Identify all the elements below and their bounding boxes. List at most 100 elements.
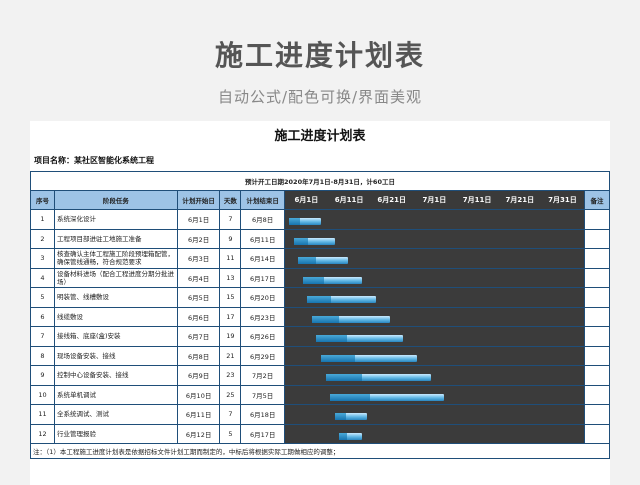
row-start-date[interactable]: 6月4日 [176,267,221,288]
gantt-bar-progress [339,432,348,440]
row-number[interactable]: 7 [30,326,55,347]
row-note[interactable] [583,384,610,405]
row-task[interactable]: 控制中心设备安装、接线 [53,365,178,386]
row-note[interactable] [583,267,610,288]
row-days[interactable]: 11 [219,248,242,269]
row-number[interactable]: 12 [30,423,55,444]
table-row: 12 行业管理报验 6月12日 5 6月17日 [30,423,610,444]
gantt-cell [284,365,585,386]
row-end-date[interactable]: 6月14日 [240,248,286,269]
table-row: 6 线缆敷设 6月6日 17 6月23日 [30,306,610,327]
row-number[interactable]: 1 [30,209,55,230]
row-number[interactable]: 8 [30,345,55,366]
row-number[interactable]: 9 [30,365,55,386]
plan-text[interactable]: 预计开工日期2020年7月1日-8月31日，计60工日 [30,171,610,191]
row-number[interactable]: 5 [30,287,55,308]
row-start-date[interactable]: 6月11日 [176,404,221,425]
row-end-date[interactable]: 6月20日 [240,287,286,308]
row-task[interactable]: 明装管、线槽敷设 [53,287,178,308]
table-row: 2 工程项目部进驻工地施工准备 6月2日 9 6月11日 [30,228,610,249]
header-task: 阶段任务 [53,190,178,210]
gantt-bar [325,374,431,381]
row-task[interactable]: 行业管理报验 [53,423,178,444]
row-task[interactable]: 接线箱、底座(盒)安装 [53,326,178,347]
row-task[interactable]: 工程项目部进驻工地施工准备 [53,228,178,249]
gantt-bar [334,413,367,420]
row-end-date[interactable]: 6月29日 [240,345,286,366]
header-row: 序号 阶段任务 计划开始日 天数 计划结束日 6月1日 6月11日 6月21日 7月1… [30,190,610,210]
row-note[interactable] [583,209,610,230]
row-start-date[interactable]: 6月6日 [176,306,221,327]
row-end-date[interactable]: 6月17日 [240,267,286,288]
row-task[interactable]: 线缆敷设 [53,306,178,327]
row-start-date[interactable]: 6月3日 [176,248,221,269]
table-row: 10 系统单机调试 6月10日 25 7月5日 [30,384,610,405]
row-task[interactable]: 现场设备安装、接线 [53,345,178,366]
row-task[interactable]: 全系统调试、测试 [53,404,178,425]
row-task[interactable]: 系统深化设计 [53,209,178,230]
row-number[interactable]: 4 [30,267,55,288]
row-note[interactable] [583,248,610,269]
row-days[interactable]: 5 [219,423,242,444]
row-days[interactable]: 9 [219,228,242,249]
row-end-date[interactable]: 7月2日 [240,365,286,386]
row-number[interactable]: 11 [30,404,55,425]
row-start-date[interactable]: 6月2日 [176,228,221,249]
row-days[interactable]: 15 [219,287,242,308]
gantt-date-label: 7月21日 [505,196,535,204]
row-start-date[interactable]: 6月12日 [176,423,221,444]
row-end-date[interactable]: 7月5日 [240,384,286,405]
row-end-date[interactable]: 6月18日 [240,404,286,425]
row-days[interactable]: 7 [219,209,242,230]
row-task[interactable]: 核查确认主体工程施工阶段预埋箱配管，确保管线通畅，符合规范要求 [53,248,178,269]
row-number[interactable]: 3 [30,248,55,269]
row-days[interactable]: 13 [219,267,242,288]
row-days[interactable]: 19 [219,326,242,347]
gantt-bar [298,257,349,264]
gantt-bar-progress [293,237,308,245]
table-row: 5 明装管、线槽敷设 6月5日 15 6月20日 [30,287,610,308]
row-end-date[interactable]: 6月8日 [240,209,286,230]
row-days[interactable]: 21 [219,345,242,366]
gantt-bar-progress [316,335,347,342]
row-start-date[interactable]: 6月10日 [176,384,221,405]
row-end-date[interactable]: 6月11日 [240,228,286,249]
row-days[interactable]: 23 [219,365,242,386]
row-start-date[interactable]: 6月8日 [176,345,221,366]
row-task[interactable]: 设备材料进场（配合工程进度分期分批进场） [53,267,178,288]
row-task[interactable]: 系统单机调试 [53,384,178,405]
row-number[interactable]: 6 [30,306,55,327]
row-note[interactable] [583,228,610,249]
table-row: 9 控制中心设备安装、接线 6月9日 23 7月2日 [30,365,610,386]
row-note[interactable] [583,326,610,347]
gantt-bar-progress [298,257,316,264]
project-name[interactable]: 某社区智能化系统工程 [74,156,154,165]
row-start-date[interactable]: 6月5日 [176,287,221,308]
row-end-date[interactable]: 6月23日 [240,306,286,327]
header-end: 计划结束日 [240,190,286,210]
row-note[interactable] [583,404,610,425]
project-line: 项目名称：某社区智能化系统工程 [34,155,154,166]
row-end-date[interactable]: 6月17日 [240,423,286,444]
row-days[interactable]: 17 [219,306,242,327]
gantt-bar [316,335,404,342]
row-note[interactable] [583,287,610,308]
schedule-table: 预计开工日期2020年7月1日-8月31日，计60工日 序号 阶段任务 计划开始… [30,171,610,459]
row-start-date[interactable]: 6月9日 [176,365,221,386]
row-number[interactable]: 2 [30,228,55,249]
row-note[interactable] [583,345,610,366]
gantt-cell [284,423,585,444]
row-days[interactable]: 25 [219,384,242,405]
row-start-date[interactable]: 6月7日 [176,326,221,347]
row-days[interactable]: 7 [219,404,242,425]
table-row: 4 设备材料进场（配合工程进度分期分批进场） 6月4日 13 6月17日 [30,267,610,288]
row-end-date[interactable]: 6月26日 [240,326,286,347]
row-note[interactable] [583,423,610,444]
row-note[interactable] [583,306,610,327]
gantt-bar [339,432,363,440]
gantt-cell [284,209,585,230]
row-number[interactable]: 10 [30,384,55,405]
row-note[interactable] [583,365,610,386]
row-start-date[interactable]: 6月1日 [176,209,221,230]
gantt-bar [307,296,376,303]
